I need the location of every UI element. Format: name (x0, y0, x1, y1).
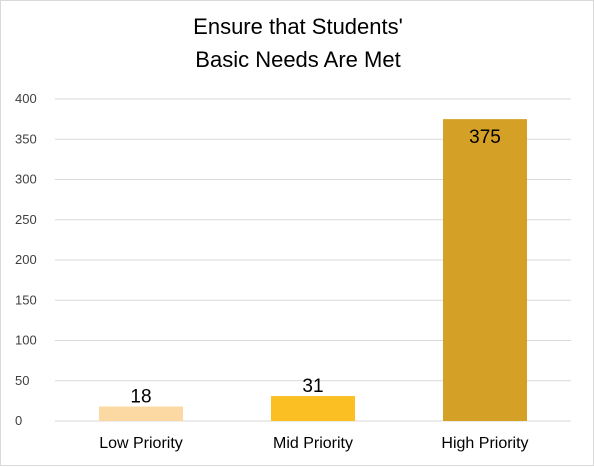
gridlines (55, 98, 571, 422)
bar (443, 119, 527, 421)
y-axis-ticks: 0 50 100 150 200 250 300 350 400 (15, 91, 37, 428)
x-category-label: Mid Priority (273, 435, 353, 452)
y-tick-label: 150 (15, 292, 37, 307)
chart-title-line-1: Ensure that Students' (193, 14, 403, 39)
y-tick-label: 50 (15, 373, 29, 388)
y-tick-label: 300 (15, 172, 37, 187)
y-tick-label: 100 (15, 333, 37, 348)
y-tick-label: 400 (15, 91, 37, 106)
chart-title-line-2: Basic Needs Are Met (195, 47, 400, 72)
y-tick-label: 350 (15, 131, 37, 146)
value-label: 18 (130, 387, 151, 408)
value-labels: 18 31 375 (130, 127, 500, 407)
x-category-label: Low Priority (99, 435, 183, 452)
x-axis-categories: Low Priority Mid Priority High Priority (99, 435, 528, 452)
bar (99, 406, 183, 421)
value-label: 31 (302, 376, 323, 397)
value-label: 375 (469, 127, 501, 148)
bar (271, 396, 355, 421)
y-tick-label: 200 (15, 252, 37, 267)
x-category-label: High Priority (441, 435, 528, 452)
y-tick-label: 0 (15, 413, 22, 428)
y-tick-label: 250 (15, 212, 37, 227)
bars (99, 119, 527, 421)
